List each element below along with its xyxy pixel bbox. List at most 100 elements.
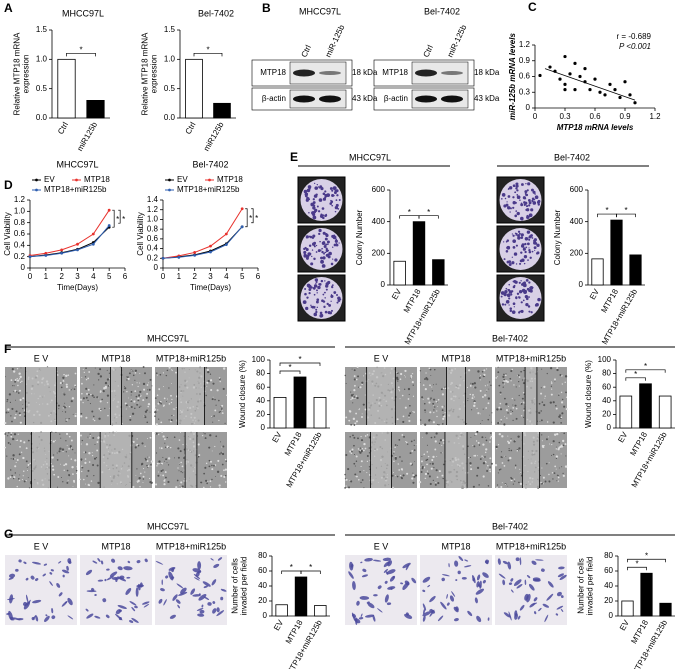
cell [407,398,410,400]
cell [143,415,145,417]
cell [14,389,17,392]
blot-band [293,69,315,77]
cell [441,393,445,396]
cell [93,396,95,398]
cell [211,398,214,401]
invaded-cell [352,580,356,591]
y-tick-label: 200 [372,248,386,257]
y-axis-label: expression [22,55,31,94]
invaded-cell [62,574,65,578]
colony [530,311,533,314]
cell [555,407,558,410]
colony [506,245,511,250]
cell [125,404,128,407]
cell [12,391,14,393]
cell [396,371,398,373]
cell [562,472,564,475]
cell [504,415,506,417]
cell [180,431,182,433]
cell [553,472,556,474]
colony [318,186,321,189]
cell [89,435,91,437]
cell [489,437,492,439]
cell [550,382,553,384]
colony [524,294,529,299]
invaded-cell [172,594,178,601]
cell [168,402,171,405]
cell [178,439,181,441]
cell [71,389,73,391]
cell [478,377,481,379]
cell [475,440,478,442]
cell [408,414,411,417]
invaded-cell [372,614,376,622]
colony [508,304,510,306]
point [573,88,577,92]
invaded-cell [448,563,450,568]
invaded-cell [556,605,564,610]
cell [12,477,15,480]
panel-label: A [4,1,13,15]
cell [57,404,60,407]
invaded-cell [458,555,464,562]
invaded-cell [560,595,564,599]
y-tick-label: 60 [602,382,611,391]
invaded-cell [168,567,176,571]
y-axis-label: Number of cells [577,558,586,614]
cell [496,408,499,411]
cell [506,417,508,419]
cell [163,404,165,407]
cell [366,472,368,474]
column-title: E V [374,541,389,551]
cell [549,401,552,404]
cell [359,407,361,409]
cell [79,478,81,481]
cell [355,395,358,397]
cell [136,382,138,384]
invaded-cell [429,609,435,617]
cell [425,432,428,435]
cell [514,467,517,469]
cell [72,387,74,389]
invaded-cell [25,577,29,581]
cell [66,445,68,447]
cell [75,469,78,472]
colony [525,238,528,241]
cell [487,418,490,421]
invaded-cell [387,586,396,590]
cell [68,455,70,457]
cell [512,404,514,406]
colony [322,256,326,260]
panel-label: E [290,150,298,164]
group-title: Bel-7402 [554,152,590,162]
cell [502,386,504,388]
invaded-cell [517,615,521,620]
invaded-cell [440,601,447,610]
cell [223,475,226,478]
cell [421,455,423,457]
bar [659,602,672,617]
cell [7,477,10,480]
cell [134,379,136,381]
cell [353,444,355,447]
invaded-cell [198,594,207,601]
blot-row-label: β-actin [262,94,286,103]
colony [313,182,316,185]
cell [498,406,501,409]
cell [23,480,26,483]
invaded-cell [211,579,217,586]
cell [483,369,486,372]
cell [394,444,397,446]
micrograph [155,555,227,625]
colony [320,256,323,260]
series-marker [209,244,212,248]
bar [658,395,672,429]
cell [467,369,471,372]
colony [528,213,533,218]
cell [411,381,414,384]
cell [11,420,13,423]
cell [56,459,59,461]
cell [81,466,84,469]
cell [349,480,351,482]
